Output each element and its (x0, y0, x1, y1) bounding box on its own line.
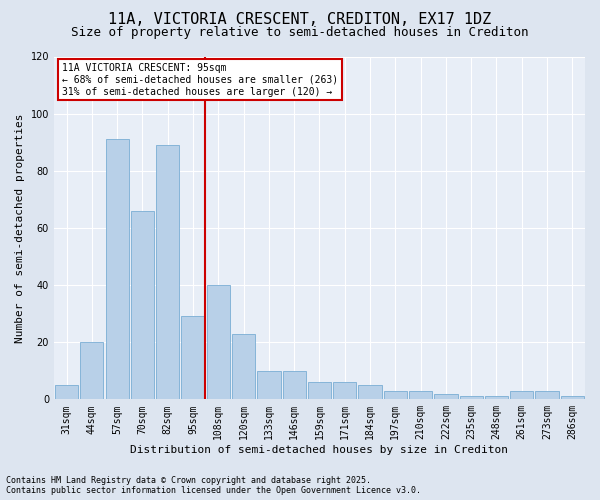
Bar (131, 211, 154, 400)
Bar (106, 140, 129, 400)
Bar (358, 385, 382, 400)
Bar (561, 396, 584, 400)
Text: 11A, VICTORIA CRESCENT, CREDITON, EX17 1DZ: 11A, VICTORIA CRESCENT, CREDITON, EX17 1… (109, 12, 491, 28)
Text: 11A VICTORIA CRESCENT: 95sqm
← 68% of semi-detached houses are smaller (263)
31%: 11A VICTORIA CRESCENT: 95sqm ← 68% of se… (62, 64, 338, 96)
Bar (206, 285, 230, 400)
Bar (510, 391, 533, 400)
Bar (283, 371, 306, 400)
Bar (383, 391, 407, 400)
Bar (485, 396, 508, 400)
Y-axis label: Number of semi-detached properties: Number of semi-detached properties (15, 113, 25, 342)
Text: Size of property relative to semi-detached houses in Crediton: Size of property relative to semi-detach… (71, 26, 529, 39)
Bar (55, 385, 78, 400)
Bar (232, 334, 255, 400)
Bar (308, 382, 331, 400)
X-axis label: Distribution of semi-detached houses by size in Crediton: Distribution of semi-detached houses by … (130, 445, 508, 455)
Bar (460, 396, 483, 400)
Bar (333, 382, 356, 400)
Text: Contains HM Land Registry data © Crown copyright and database right 2025.: Contains HM Land Registry data © Crown c… (6, 476, 371, 485)
Bar (434, 394, 458, 400)
Bar (257, 371, 281, 400)
Bar (409, 391, 432, 400)
Bar (181, 316, 205, 400)
Bar (535, 391, 559, 400)
Text: Contains public sector information licensed under the Open Government Licence v3: Contains public sector information licen… (6, 486, 421, 495)
Bar (156, 145, 179, 400)
Bar (80, 342, 103, 400)
